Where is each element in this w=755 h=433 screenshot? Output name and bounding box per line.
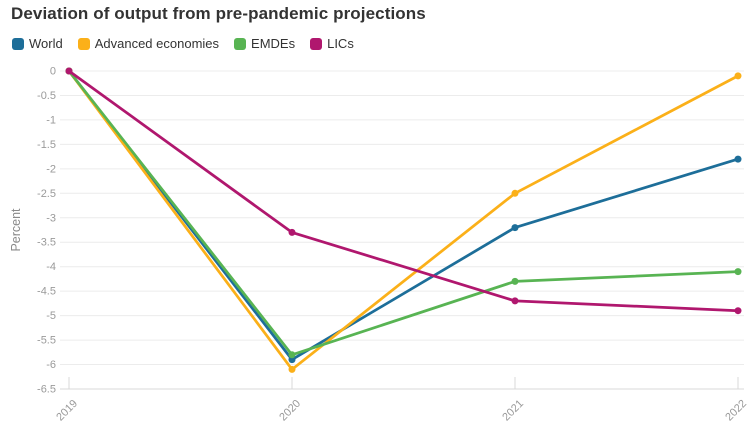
x-tick-label: 2020 <box>277 398 303 424</box>
x-axis-tick-labels: 2019 2020 2021 2022 <box>54 398 749 424</box>
data-point-emdes <box>511 277 519 285</box>
legend-label-advanced-economies: Advanced economies <box>94 36 220 51</box>
y-tick-label: -1 <box>46 114 56 126</box>
y-tick-label: -6.5 <box>37 384 56 396</box>
y-tick-label: -3.5 <box>37 237 56 249</box>
y-tick-label: -2 <box>46 163 56 175</box>
data-point-advanced-economies <box>288 365 296 373</box>
legend-swatch-lics <box>310 37 323 50</box>
legend-item-lics: LICs <box>310 36 354 51</box>
y-tick-label: -5 <box>46 310 56 322</box>
y-tick-label: -0.5 <box>37 90 56 102</box>
data-point-advanced-economies <box>511 189 519 197</box>
y-tick-label: 0 <box>50 66 56 78</box>
legend-item-emdes: EMDEs <box>234 36 295 51</box>
y-axis-title: Percent <box>9 208 23 252</box>
y-tick-label: -4.5 <box>37 286 56 298</box>
legend-swatch-advanced-economies <box>77 37 90 50</box>
data-point-lics <box>65 67 73 75</box>
legend-label-world: World <box>29 36 63 51</box>
data-point-emdes <box>288 351 296 359</box>
data-point-world <box>511 224 519 232</box>
y-tick-label: -1.5 <box>37 139 56 151</box>
data-point-world <box>734 155 742 163</box>
gridlines <box>60 70 744 390</box>
legend-item-world: World <box>12 36 63 51</box>
data-point-emdes <box>734 268 742 276</box>
series-line-world <box>67 69 740 361</box>
y-tick-label: -2.5 <box>37 188 56 200</box>
y-tick-label: -3 <box>46 212 56 224</box>
data-point-world <box>288 356 296 364</box>
legend-swatch-world <box>12 37 24 50</box>
y-axis-tick-labels: 0 -0.5 -1 -1.5 -2 -2.5 -3 -3.5 -4 -4.5 -5 -5.5 -6 -6.… <box>37 66 56 396</box>
y-tick-label: -5.5 <box>37 335 56 347</box>
x-tick-label: 2021 <box>500 398 526 424</box>
series-line-emdes <box>67 69 740 357</box>
chart-title: Deviation of output from pre-pandemic pr… <box>11 4 426 23</box>
legend-label-emdes: EMDEs <box>251 36 296 51</box>
legend-swatch-emdes <box>234 37 247 50</box>
y-tick-label: -4 <box>46 261 56 273</box>
data-point-lics <box>511 297 519 305</box>
data-point-lics <box>734 307 742 315</box>
data-point-lics <box>288 228 296 236</box>
y-tick-label: -6 <box>46 359 56 371</box>
x-axis <box>68 377 739 389</box>
series-line-lics <box>67 69 740 313</box>
legend: World Advanced economies EMDEs LICs <box>12 36 354 51</box>
series-lines <box>65 67 742 373</box>
series-line-advanced-economies <box>67 69 740 371</box>
legend-label-lics: LICs <box>327 36 354 51</box>
x-tick-label: 2019 <box>54 398 80 424</box>
legend-item-advanced-economies: Advanced economies <box>77 36 220 51</box>
x-tick-label: 2022 <box>723 398 749 424</box>
data-point-advanced-economies <box>734 72 742 80</box>
